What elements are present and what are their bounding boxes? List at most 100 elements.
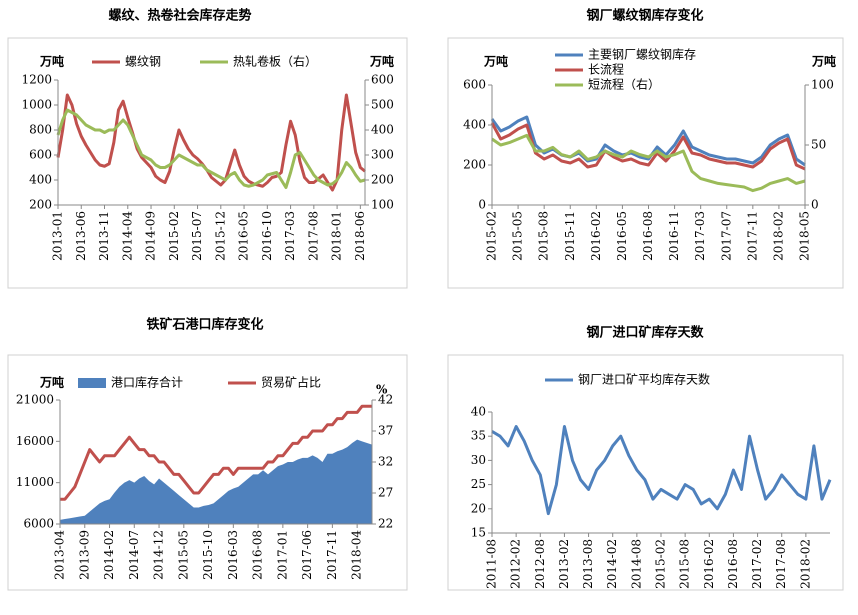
y2-tick-label: 200 — [371, 173, 394, 187]
y-tick-label: 21000 — [16, 393, 54, 407]
x-tick-label: 2017-11 — [325, 530, 339, 580]
x-tick-label: 2015-05 — [511, 211, 525, 261]
line — [490, 115, 806, 167]
y2-tick-label: 0 — [811, 198, 819, 212]
x-tick-label: 2015-02 — [167, 211, 181, 261]
y-tick-label: 0 — [478, 198, 486, 212]
x-tick-label: 2013-04 — [53, 530, 67, 580]
x-tick-label: 2017-11 — [745, 211, 759, 261]
area — [60, 439, 372, 524]
y2-unit: 万吨 — [811, 54, 836, 69]
y-tick-label: 20 — [471, 501, 486, 515]
y2-tick-label: 50 — [811, 138, 826, 152]
y2-tick-label: 32 — [378, 455, 393, 469]
legend-swatch — [78, 378, 106, 388]
legend-label: 热轧卷板（右） — [233, 54, 317, 69]
y-tick-label: 6000 — [23, 517, 54, 531]
x-tick-label: 2014-09 — [144, 211, 158, 261]
x-tick-label: 2017-02 — [750, 539, 764, 589]
x-tick-label: 2017-08 — [774, 539, 788, 589]
x-tick-label: 2014-12 — [152, 530, 166, 580]
x-tick-label: 2015-08 — [537, 211, 551, 261]
x-tick-label: 2016-02 — [589, 211, 603, 261]
x-tick-label: 2018-02 — [771, 211, 785, 261]
x-tick-label: 2016-08 — [726, 539, 740, 589]
line — [60, 404, 372, 501]
x-tick-label: 2014-02 — [605, 539, 619, 589]
y-tick-label: 35 — [471, 429, 486, 443]
y-unit: 万吨 — [39, 375, 64, 390]
y2-unit: % — [376, 383, 388, 397]
legend-label: 长流程 — [588, 62, 624, 77]
x-tick-label: 2013-09 — [77, 530, 91, 580]
y2-tick-label: 100 — [371, 198, 394, 212]
y-tick-label: 11000 — [16, 475, 54, 489]
x-tick-label: 2013-01 — [51, 211, 65, 261]
y2-unit: 万吨 — [369, 54, 394, 69]
y-tick-label: 15 — [471, 526, 486, 540]
x-tick-label: 2018-01 — [330, 211, 344, 261]
y-tick-label: 200 — [463, 158, 486, 172]
y-tick-label: 25 — [471, 477, 486, 491]
chart-title: 钢厂进口矿库存天数 — [586, 325, 704, 341]
x-tick-label: 2014-04 — [120, 211, 134, 261]
x-tick-label: 2017-03 — [693, 211, 707, 261]
x-tick-label: 2013-06 — [74, 211, 88, 261]
y2-tick-label: 100 — [811, 78, 834, 92]
y2-tick-label: 22 — [378, 517, 393, 531]
line — [491, 425, 832, 516]
x-tick-label: 2015-11 — [563, 211, 577, 261]
y-tick-label: 40 — [471, 405, 486, 419]
x-tick-label: 2012-02 — [509, 539, 523, 589]
x-tick-label: 2016-08 — [251, 530, 265, 580]
chart-frame — [7, 37, 408, 289]
x-tick-label: 2017-08 — [306, 211, 320, 261]
y-tick-label: 400 — [463, 118, 486, 132]
legend-label: 钢厂进口矿平均库存天数 — [578, 372, 710, 387]
y2-tick-label: 42 — [378, 393, 393, 407]
line — [56, 108, 366, 189]
x-tick-label: 2016-03 — [226, 530, 240, 580]
x-tick-label: 2015-07 — [190, 211, 204, 261]
x-tick-label: 2013-02 — [557, 539, 571, 589]
x-tick-label: 2017-06 — [300, 530, 314, 580]
x-tick-label: 2014-08 — [629, 539, 643, 589]
line — [491, 133, 806, 193]
legend-label: 螺纹钢 — [125, 55, 161, 69]
x-tick-label: 2015-08 — [678, 539, 692, 589]
y2-tick-label: 37 — [378, 424, 393, 438]
x-tick-label: 2011-08 — [485, 539, 499, 589]
x-tick-label: 2016-05 — [237, 211, 251, 261]
y-tick-label: 16000 — [16, 434, 54, 448]
x-tick-label: 2013-11 — [97, 211, 111, 261]
y-tick-label: 1200 — [21, 73, 52, 87]
x-tick-label: 2015-12 — [213, 211, 227, 261]
x-tick-label: 2016-11 — [667, 211, 681, 261]
x-tick-label: 2013-08 — [581, 539, 595, 589]
x-tick-label: 2018-02 — [798, 539, 812, 589]
y2-tick-label: 600 — [371, 73, 394, 87]
x-tick-label: 2015-05 — [176, 530, 190, 580]
line — [56, 93, 366, 192]
x-tick-label: 2017-07 — [719, 211, 733, 261]
y-tick-label: 600 — [29, 148, 52, 162]
y2-tick-label: 300 — [371, 148, 394, 162]
x-tick-label: 2016-08 — [641, 211, 655, 261]
y-tick-label: 30 — [471, 453, 486, 467]
chart-title: 铁矿石港口库存变化 — [145, 317, 263, 333]
legend-label: 短流程（右） — [588, 77, 660, 92]
x-tick-label: 2016-10 — [260, 211, 274, 261]
x-tick-label: 2018-04 — [350, 530, 364, 580]
x-tick-label: 2015-02 — [654, 539, 668, 589]
x-tick-label: 2016-05 — [615, 211, 629, 261]
chart-title: 钢厂螺纹钢库存变化 — [586, 8, 703, 24]
line — [490, 122, 806, 171]
y-tick-label: 400 — [29, 173, 52, 187]
x-tick-label: 2015-10 — [201, 530, 215, 580]
chart-title: 螺纹、热卷社会库存走势 — [108, 8, 251, 24]
legend-label: 港口库存合计 — [111, 375, 183, 390]
x-tick-label: 2017-03 — [283, 211, 297, 261]
x-tick-label: 2015-02 — [485, 211, 499, 261]
y2-tick-label: 27 — [378, 486, 393, 500]
